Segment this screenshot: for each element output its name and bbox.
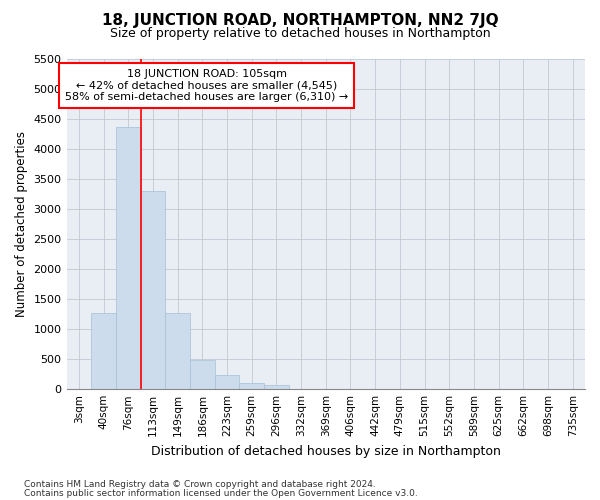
Y-axis label: Number of detached properties: Number of detached properties [15,131,28,317]
Bar [264,386,289,389]
Bar [140,191,165,389]
Text: 18 JUNCTION ROAD: 105sqm
← 42% of detached houses are smaller (4,545)
58% of sem: 18 JUNCTION ROAD: 105sqm ← 42% of detach… [65,69,348,102]
Text: Size of property relative to detached houses in Northampton: Size of property relative to detached ho… [110,28,490,40]
Bar [215,376,239,389]
Bar [165,313,190,389]
Bar [190,360,215,389]
Text: Contains HM Land Registry data © Crown copyright and database right 2024.: Contains HM Land Registry data © Crown c… [24,480,376,489]
Bar [116,128,140,389]
Text: Contains public sector information licensed under the Open Government Licence v3: Contains public sector information licen… [24,489,418,498]
Text: 18, JUNCTION ROAD, NORTHAMPTON, NN2 7JQ: 18, JUNCTION ROAD, NORTHAMPTON, NN2 7JQ [101,12,499,28]
Bar [239,383,264,389]
Bar [91,313,116,389]
X-axis label: Distribution of detached houses by size in Northampton: Distribution of detached houses by size … [151,444,501,458]
